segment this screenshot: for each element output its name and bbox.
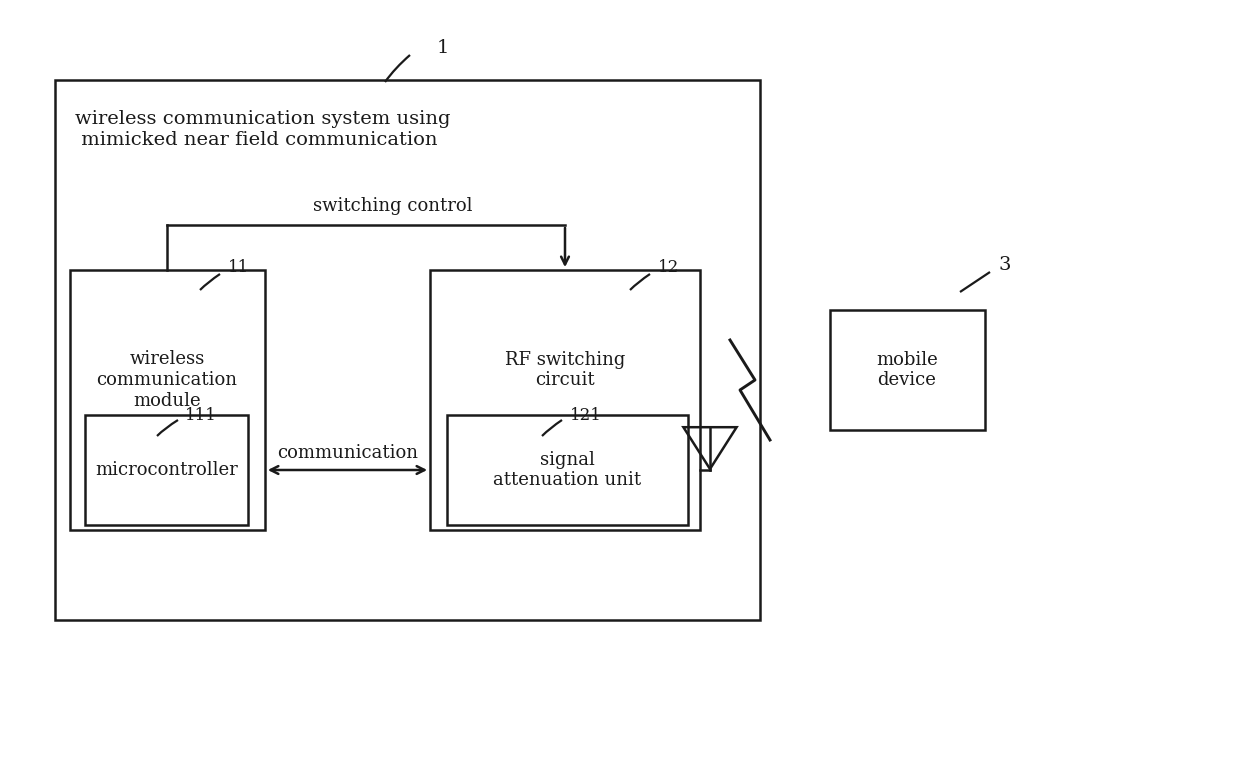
Bar (69, 270, 265, 530)
Text: microcontroller: microcontroller (95, 461, 238, 479)
Text: mobile
device: mobile device (877, 351, 937, 390)
Text: 111: 111 (185, 406, 217, 424)
Bar (55, 80, 760, 620)
Text: signal
attenuation unit: signal attenuation unit (494, 451, 641, 489)
Bar (446, 415, 688, 525)
Text: communication: communication (278, 444, 419, 462)
Text: 121: 121 (570, 406, 601, 424)
Text: 3: 3 (998, 256, 1011, 274)
Bar (430, 270, 701, 530)
Text: wireless communication system using
 mimicked near field communication: wireless communication system using mimi… (74, 110, 450, 149)
Text: wireless
communication
module: wireless communication module (97, 350, 238, 410)
Text: RF switching
circuit: RF switching circuit (505, 351, 625, 390)
Text: 12: 12 (658, 260, 680, 276)
Text: 1: 1 (436, 39, 449, 57)
Bar (830, 310, 985, 430)
Bar (86, 415, 248, 525)
Text: switching control: switching control (314, 197, 472, 215)
Text: 11: 11 (228, 260, 249, 276)
